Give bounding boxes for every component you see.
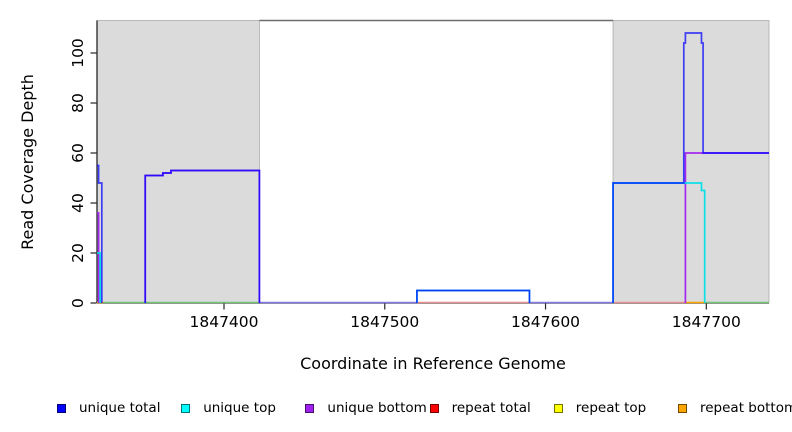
legend-item-repeat-top: repeat top (553, 399, 647, 417)
y-tick-label: 20 (69, 243, 87, 263)
y-tick-label: 80 (69, 93, 87, 113)
y-tick-label: 60 (69, 143, 87, 163)
legend: unique total unique top unique bottom repea… (0, 399, 792, 419)
legend-label: repeat top (575, 400, 647, 416)
legend-item-unique-total: unique total (57, 399, 160, 417)
legend-item-repeat-total: repeat total (429, 399, 531, 417)
y-axis-title: Read Coverage Depth (18, 74, 37, 250)
legend-swatch-repeat-bottom (678, 403, 687, 413)
legend-label: unique top (203, 400, 276, 416)
legend-label: unique bottom (327, 400, 427, 416)
x-tick-label: 1847700 (672, 313, 741, 331)
repeat-region-left (96, 20, 260, 304)
legend-label: repeat total (451, 400, 531, 416)
x-axis-title: Coordinate in Reference Genome (300, 354, 566, 373)
y-tick-label: 40 (69, 193, 87, 213)
x-tick-label: 1847400 (189, 313, 258, 331)
legend-swatch-unique-bottom (305, 403, 315, 413)
legend-swatch-repeat-total (429, 403, 439, 413)
legend-item-repeat-bottom: repeat bottom (678, 399, 792, 417)
x-tick-label: 1847600 (511, 313, 580, 331)
x-tick-label: 1847500 (350, 313, 419, 331)
legend-item-unique-top: unique top (181, 399, 276, 417)
series-line-unique-total (97, 32, 769, 303)
legend-label: repeat bottom (700, 400, 792, 416)
repeat-region-right (612, 20, 770, 304)
legend-swatch-repeat-top (553, 403, 563, 413)
legend-swatch-unique-top (181, 403, 191, 413)
y-tick-label: 0 (69, 298, 87, 308)
legend-label: unique total (79, 400, 161, 416)
legend-item-unique-bottom: unique bottom (305, 399, 427, 417)
y-tick-label: 100 (69, 38, 87, 68)
legend-swatch-unique-total (57, 403, 66, 413)
